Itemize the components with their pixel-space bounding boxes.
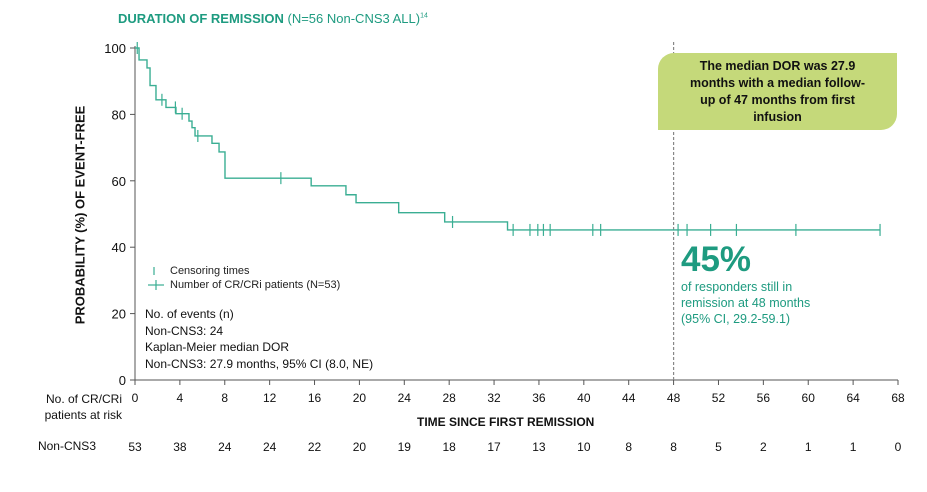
highlight-value: 45% bbox=[681, 240, 752, 279]
risk-header-line: patients at risk bbox=[44, 408, 122, 422]
risk-value: 53 bbox=[128, 440, 142, 454]
stats-line: Non-CNS3: 27.9 months, 95% CI (8.0, NE) bbox=[145, 356, 374, 371]
legend-series: Number of CR/CRi patients (N=53) bbox=[170, 279, 341, 291]
risk-value: 1 bbox=[850, 440, 857, 454]
risk-value: 18 bbox=[442, 440, 456, 454]
risk-value: 38 bbox=[173, 440, 187, 454]
risk-value: 10 bbox=[577, 440, 591, 454]
stats-line: Kaplan-Meier median DOR bbox=[145, 340, 290, 354]
risk-value: 13 bbox=[532, 440, 546, 454]
y-tick-label: 60 bbox=[112, 174, 126, 189]
x-tick-label: 28 bbox=[442, 391, 456, 405]
x-tick-label: 56 bbox=[757, 391, 771, 405]
stats-line: Non-CNS3: 24 bbox=[145, 323, 224, 338]
x-tick-label: 48 bbox=[667, 391, 681, 405]
highlight-line: (95% CI, 29.2-59.1) bbox=[681, 312, 791, 326]
chart-title: DURATION OF REMISSION (N=56 Non-CNS3 ALL… bbox=[118, 11, 428, 26]
risk-table-header: No. of CR/CRi patients at risk bbox=[0, 391, 122, 423]
x-tick-label: 52 bbox=[712, 391, 726, 405]
x-tick-label: 68 bbox=[891, 391, 905, 405]
risk-value: 17 bbox=[487, 440, 501, 454]
risk-value: 2 bbox=[760, 440, 767, 454]
risk-value: 24 bbox=[218, 440, 232, 454]
highlight-note: of responders still in remission at 48 m… bbox=[681, 279, 851, 327]
highlight-line: remission at 48 months bbox=[681, 296, 811, 310]
censor-mark-icon bbox=[148, 265, 164, 277]
x-tick-label: 8 bbox=[221, 391, 228, 405]
stats-line: No. of events (n) bbox=[145, 307, 234, 321]
x-tick-label: 36 bbox=[532, 391, 546, 405]
y-axis-label: PROBABILITY (%) OF EVENT-FREE bbox=[72, 105, 88, 325]
x-tick-label: 0 bbox=[132, 391, 139, 405]
x-tick-label: 40 bbox=[577, 391, 591, 405]
risk-value: 8 bbox=[670, 440, 677, 454]
x-tick-label: 16 bbox=[308, 391, 322, 405]
highlight-line: of responders still in bbox=[681, 280, 793, 294]
y-tick-label: 100 bbox=[104, 41, 126, 56]
x-tick-label: 4 bbox=[177, 391, 184, 405]
x-tick-label: 20 bbox=[353, 391, 367, 405]
y-tick-label: 0 bbox=[119, 373, 126, 388]
y-tick-label: 40 bbox=[112, 240, 126, 255]
x-tick-label: 44 bbox=[622, 391, 636, 405]
risk-value: 0 bbox=[895, 440, 902, 454]
x-tick-label: 60 bbox=[802, 391, 816, 405]
x-tick-label: 64 bbox=[846, 391, 860, 405]
legend-censoring: Censoring times bbox=[170, 265, 250, 277]
risk-header-line: No. of CR/CRi bbox=[45, 392, 122, 406]
y-tick-label: 20 bbox=[112, 307, 126, 322]
median-dor-callout: The median DOR was 27.9 months with a me… bbox=[658, 53, 897, 130]
risk-value: 8 bbox=[625, 440, 632, 454]
risk-row-label: Non-CNS3 bbox=[37, 439, 96, 453]
line-with-censor-icon bbox=[148, 279, 164, 291]
x-tick-label: 32 bbox=[487, 391, 501, 405]
risk-value: 5 bbox=[715, 440, 722, 454]
km-curve bbox=[135, 47, 881, 231]
x-tick-label: 12 bbox=[263, 391, 277, 405]
stats-box: No. of events (n) Non-CNS3: 24 Kaplan-Me… bbox=[145, 306, 373, 372]
risk-value: 22 bbox=[308, 440, 322, 454]
y-tick-label: 80 bbox=[112, 107, 126, 122]
risk-value: 24 bbox=[263, 440, 277, 454]
x-axis-label: TIME SINCE FIRST REMISSION bbox=[417, 415, 595, 429]
risk-value: 20 bbox=[353, 440, 367, 454]
risk-value: 1 bbox=[805, 440, 812, 454]
x-tick-label: 24 bbox=[398, 391, 412, 405]
risk-value: 19 bbox=[398, 440, 412, 454]
legend: Censoring times Number of CR/CRi patient… bbox=[148, 264, 340, 292]
